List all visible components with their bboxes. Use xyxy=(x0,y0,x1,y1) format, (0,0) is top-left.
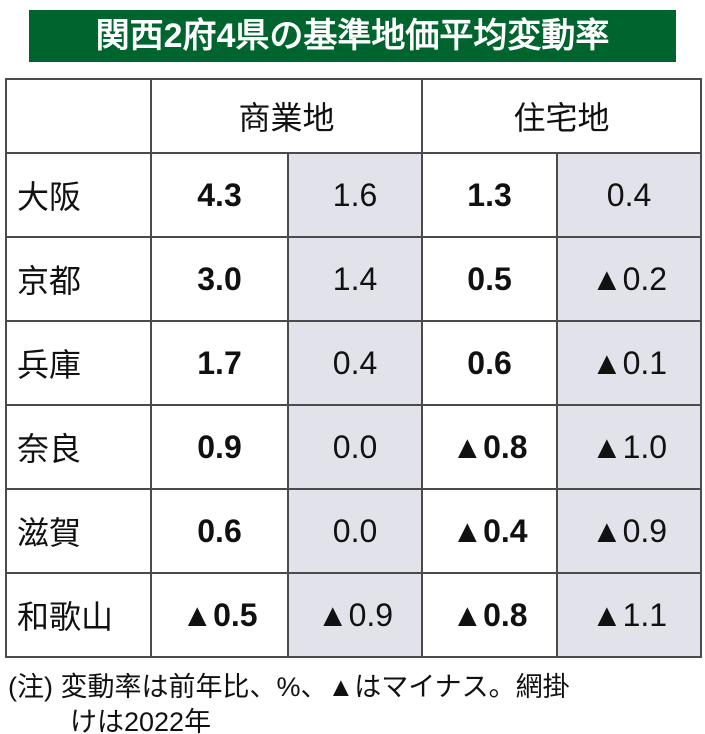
region-label: 奈良 xyxy=(5,404,152,490)
residential-current-value: 1.3 xyxy=(421,152,559,238)
table-row: 和歌山 ▲0.5 ▲0.9 ▲0.8 ▲1.1 xyxy=(5,572,703,658)
region-label: 和歌山 xyxy=(5,572,152,658)
commercial-2022-value: 0.0 xyxy=(286,488,424,574)
region-label: 大阪 xyxy=(5,152,152,238)
table-row: 滋賀 0.6 0.0 ▲0.4 ▲0.9 xyxy=(5,488,703,574)
footnote-line-1: (注) 変動率は前年比、%、▲はマイナス。網掛 xyxy=(8,672,570,702)
page-title: 関西2府4県の基準地価平均変動率 xyxy=(29,10,676,62)
residential-2022-value: 0.4 xyxy=(556,152,703,238)
residential-current-value: ▲0.8 xyxy=(421,404,559,490)
commercial-2022-value: ▲0.9 xyxy=(286,572,424,658)
table-row: 奈良 0.9 0.0 ▲0.8 ▲1.0 xyxy=(5,404,703,490)
residential-2022-value: ▲1.1 xyxy=(556,572,703,658)
commercial-current-value: ▲0.5 xyxy=(150,572,289,658)
residential-2022-value: ▲0.9 xyxy=(556,488,703,574)
residential-2022-value: ▲0.2 xyxy=(556,236,703,322)
commercial-current-value: 4.3 xyxy=(150,152,289,238)
land-price-table: 商業地 住宅地 大阪 4.3 1.6 1.3 0.4 京都 3.0 1.4 0.… xyxy=(5,78,703,658)
table-row: 兵庫 1.7 0.4 0.6 ▲0.1 xyxy=(5,320,703,406)
header-row: 商業地 住宅地 xyxy=(5,78,703,154)
region-label: 滋賀 xyxy=(5,488,152,574)
corner-cell xyxy=(5,78,152,154)
residential-current-value: ▲0.4 xyxy=(421,488,559,574)
region-label: 兵庫 xyxy=(5,320,152,406)
residential-current-value: 0.6 xyxy=(421,320,559,406)
residential-2022-value: ▲0.1 xyxy=(556,320,703,406)
residential-current-value: 0.5 xyxy=(421,236,559,322)
region-label: 京都 xyxy=(5,236,152,322)
footnote-line-2: けは2022年 xyxy=(70,707,212,734)
commercial-current-value: 0.9 xyxy=(150,404,289,490)
residential-current-value: ▲0.8 xyxy=(421,572,559,658)
commercial-current-value: 1.7 xyxy=(150,320,289,406)
commercial-2022-value: 1.4 xyxy=(286,236,424,322)
commercial-2022-value: 1.6 xyxy=(286,152,424,238)
commercial-current-value: 0.6 xyxy=(150,488,289,574)
residential-2022-value: ▲1.0 xyxy=(556,404,703,490)
table-row: 大阪 4.3 1.6 1.3 0.4 xyxy=(5,152,703,238)
footnote: (注) 変動率は前年比、%、▲はマイナス。網掛 けは2022年 xyxy=(8,670,705,734)
commercial-current-value: 3.0 xyxy=(150,236,289,322)
commercial-2022-value: 0.0 xyxy=(286,404,424,490)
column-header-residential: 住宅地 xyxy=(421,78,703,154)
table-row: 京都 3.0 1.4 0.5 ▲0.2 xyxy=(5,236,703,322)
column-header-commercial: 商業地 xyxy=(149,78,424,154)
commercial-2022-value: 0.4 xyxy=(286,320,424,406)
